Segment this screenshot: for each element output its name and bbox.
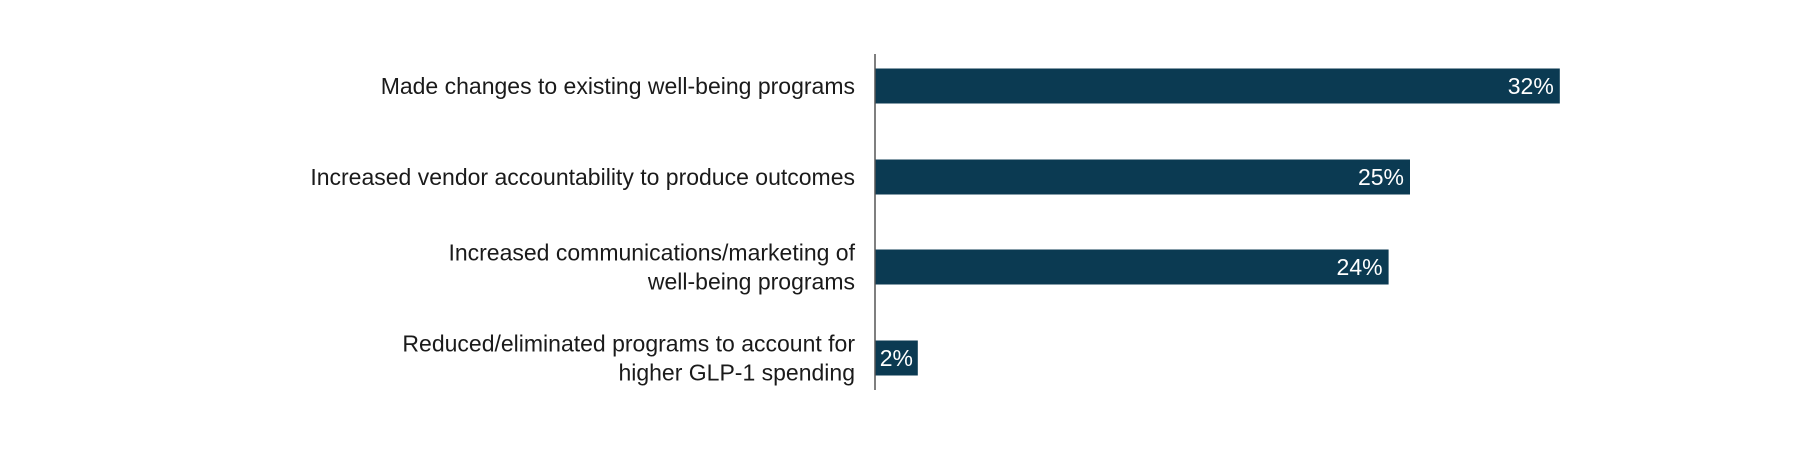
category-label-4-line-2: higher GLP-1 spending xyxy=(618,360,855,386)
bar-1 xyxy=(875,68,1560,104)
category-label-2: Increased vendor accountability to produ… xyxy=(310,164,855,190)
category-labels: Made changes to existing well-being prog… xyxy=(310,73,855,386)
bars-layer xyxy=(875,68,1560,376)
value-label-3: 24% xyxy=(1337,254,1383,280)
value-label-2: 25% xyxy=(1358,164,1404,190)
value-label-4: 2% xyxy=(880,345,913,371)
category-label-3-line-2: well-being programs xyxy=(647,269,855,295)
category-label-4-line-1: Reduced/eliminated programs to account f… xyxy=(402,331,855,357)
bar-3 xyxy=(875,249,1389,285)
category-label-4: Reduced/eliminated programs to account f… xyxy=(402,331,855,386)
category-label-1-line-1: Made changes to existing well-being prog… xyxy=(381,73,855,99)
category-label-3: Increased communications/marketing of wel… xyxy=(448,240,855,295)
value-label-1: 32% xyxy=(1508,73,1554,99)
category-label-2-line-1: Increased vendor accountability to produ… xyxy=(310,164,855,190)
category-label-3-line-1: Increased communications/marketing of xyxy=(448,240,855,266)
value-labels: 32% 25% 24% 2% xyxy=(880,73,1554,371)
bar-2 xyxy=(875,159,1410,195)
category-label-1: Made changes to existing well-being prog… xyxy=(381,73,855,99)
bar-4 xyxy=(875,340,918,376)
